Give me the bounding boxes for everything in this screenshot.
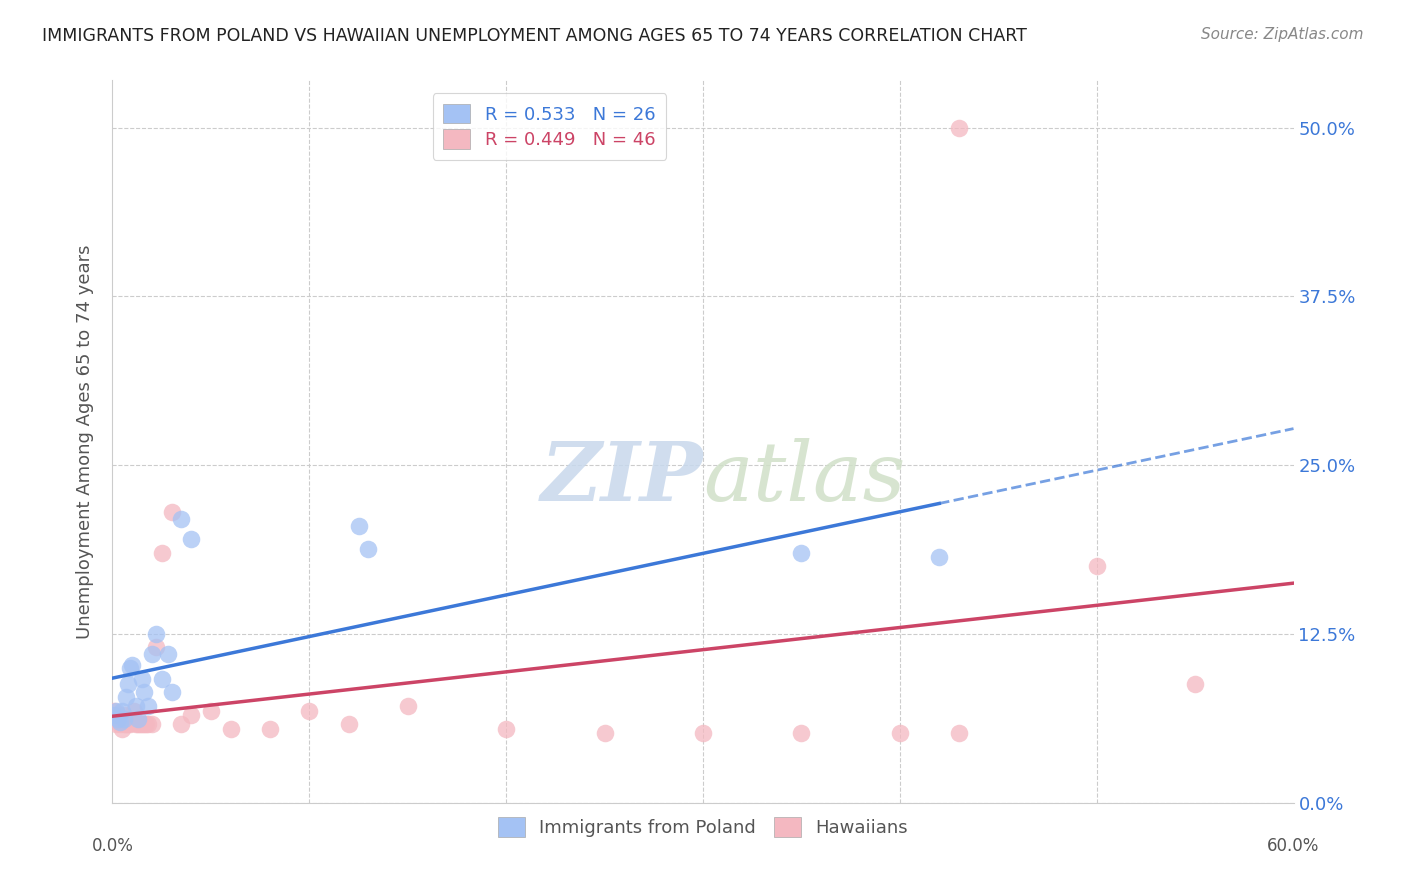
Point: [111, 704, 134, 718]
Point: [790, 546, 813, 560]
Point: [132, 717, 155, 731]
Point: [105, 708, 128, 723]
Y-axis label: Unemployment Among Ages 65 to 74 years: Unemployment Among Ages 65 to 74 years: [76, 244, 94, 639]
Point: [136, 717, 159, 731]
Point: [112, 717, 135, 731]
Point: [180, 708, 202, 723]
Point: [1184, 677, 1206, 691]
Point: [1085, 559, 1108, 574]
Point: [170, 512, 193, 526]
Point: [110, 714, 132, 729]
Point: [160, 685, 183, 699]
Point: [112, 708, 135, 723]
Point: [889, 725, 911, 739]
Legend: Immigrants from Poland, Hawaiians: Immigrants from Poland, Hawaiians: [491, 810, 915, 845]
Point: [136, 698, 159, 713]
Point: [131, 672, 153, 686]
Point: [219, 722, 242, 736]
Point: [593, 725, 616, 739]
Point: [121, 658, 143, 673]
Text: Source: ZipAtlas.com: Source: ZipAtlas.com: [1201, 27, 1364, 42]
Point: [110, 717, 132, 731]
Text: atlas: atlas: [703, 438, 905, 517]
Point: [200, 704, 222, 718]
Point: [120, 661, 142, 675]
Point: [141, 717, 163, 731]
Point: [110, 712, 132, 726]
Point: [495, 722, 517, 736]
Point: [117, 717, 139, 731]
Text: IMMIGRANTS FROM POLAND VS HAWAIIAN UNEMPLOYMENT AMONG AGES 65 TO 74 YEARS CORREL: IMMIGRANTS FROM POLAND VS HAWAIIAN UNEMP…: [42, 27, 1026, 45]
Text: 0.0%: 0.0%: [91, 837, 134, 855]
Point: [121, 712, 143, 726]
Point: [127, 717, 149, 731]
Point: [105, 717, 128, 731]
Point: [103, 708, 125, 723]
Point: [131, 717, 153, 731]
Point: [337, 717, 360, 731]
Point: [928, 549, 950, 564]
Point: [107, 712, 129, 726]
Text: 60.0%: 60.0%: [1267, 837, 1320, 855]
Point: [129, 717, 152, 731]
Point: [107, 712, 129, 726]
Point: [948, 120, 970, 135]
Point: [111, 712, 134, 726]
Point: [259, 722, 281, 736]
Point: [135, 717, 157, 731]
Point: [115, 717, 138, 731]
Point: [150, 546, 173, 560]
Point: [396, 698, 419, 713]
Point: [156, 647, 179, 661]
Point: [141, 647, 163, 661]
Point: [122, 704, 145, 718]
Text: ZIP: ZIP: [540, 438, 703, 517]
Point: [298, 704, 321, 718]
Point: [145, 627, 167, 641]
Point: [103, 704, 125, 718]
Point: [117, 677, 139, 691]
Point: [790, 725, 813, 739]
Point: [347, 519, 370, 533]
Point: [105, 704, 128, 718]
Point: [127, 712, 149, 726]
Point: [115, 712, 138, 726]
Point: [125, 717, 148, 731]
Point: [145, 640, 167, 655]
Point: [125, 698, 148, 713]
Point: [111, 722, 134, 736]
Point: [180, 533, 202, 547]
Point: [120, 717, 142, 731]
Point: [357, 541, 380, 556]
Point: [103, 712, 125, 726]
Point: [107, 708, 129, 723]
Point: [115, 690, 138, 705]
Point: [692, 725, 714, 739]
Point: [132, 685, 155, 699]
Point: [170, 717, 193, 731]
Point: [160, 505, 183, 519]
Point: [150, 672, 173, 686]
Point: [948, 725, 970, 739]
Point: [112, 712, 135, 726]
